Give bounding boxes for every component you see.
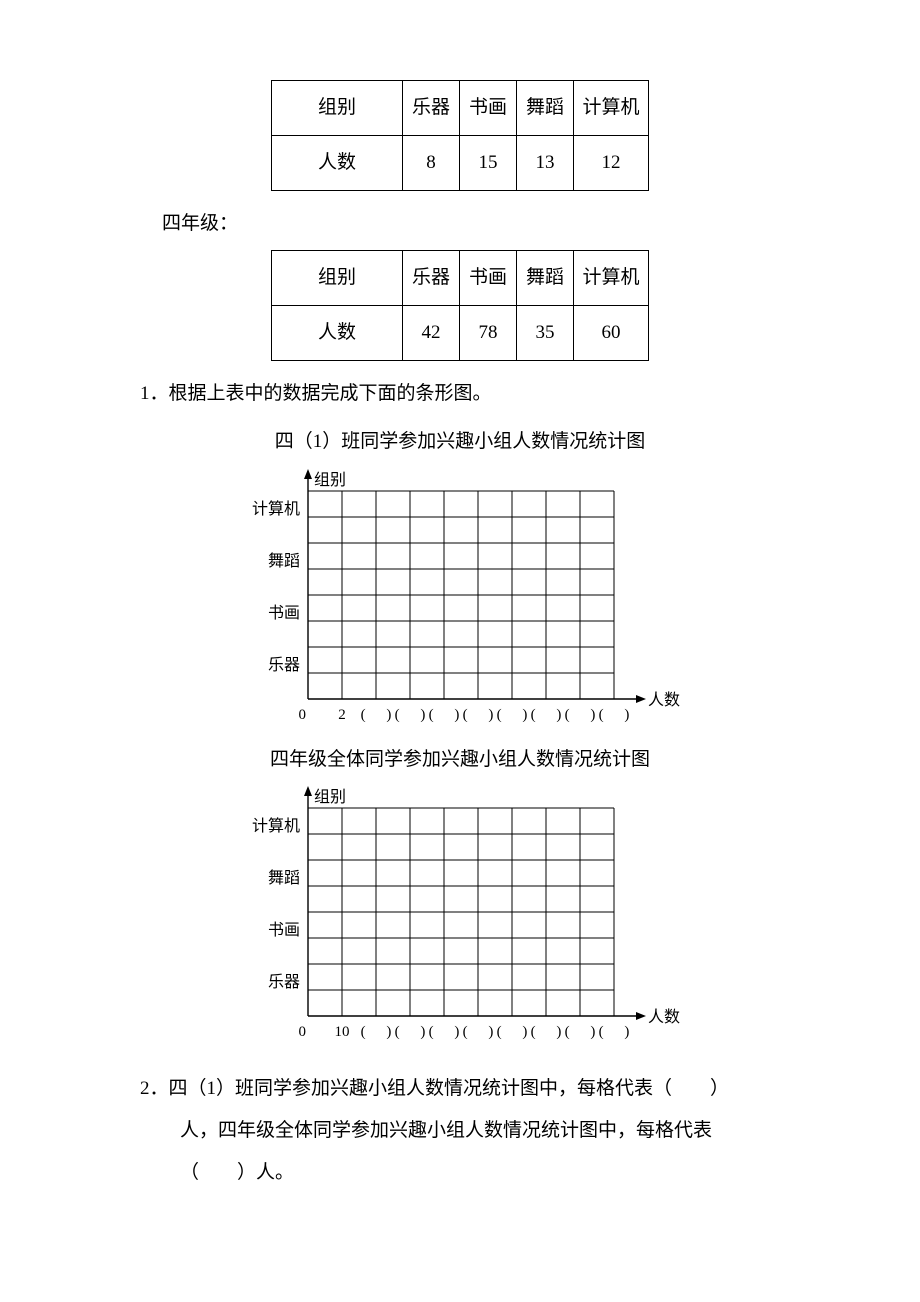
table-cell: 60 [574, 306, 649, 361]
svg-text:(: ( [361, 1024, 366, 1040]
svg-text:2: 2 [338, 707, 346, 723]
table-col-label: 组别 [272, 81, 403, 136]
svg-text:): ) [488, 1024, 493, 1040]
question-1-text: 1．根据上表中的数据完成下面的条形图。 [140, 373, 780, 415]
table-col-header: 舞蹈 [517, 81, 574, 136]
table-cell: 35 [517, 306, 574, 361]
q2-text: ）人。 [237, 1162, 294, 1183]
svg-text:): ) [420, 1024, 425, 1040]
table-col-header: 乐器 [403, 251, 460, 306]
svg-text:计算机: 计算机 [252, 816, 300, 835]
table-class41: 组别 乐器 书画 舞蹈 计算机 人数 8 15 13 12 [271, 80, 649, 191]
svg-text:): ) [420, 707, 425, 723]
chart2-title: 四年级全体同学参加兴趣小组人数情况统计图 [140, 739, 780, 781]
svg-text:(: ( [395, 707, 400, 723]
svg-text:(: ( [497, 707, 502, 723]
svg-text:(: ( [531, 707, 536, 723]
svg-text:(: ( [599, 707, 604, 723]
svg-text:): ) [624, 1024, 629, 1040]
svg-text:计算机: 计算机 [252, 499, 300, 518]
table-col-header: 乐器 [403, 81, 460, 136]
q2-blank [672, 1078, 710, 1099]
svg-text:舞蹈: 舞蹈 [268, 552, 300, 570]
table-col-header: 舞蹈 [517, 251, 574, 306]
svg-text:组别: 组别 [314, 788, 346, 806]
svg-text:(: ( [429, 1024, 434, 1040]
svg-text:): ) [590, 707, 595, 723]
svg-text:): ) [522, 707, 527, 723]
svg-text:(: ( [565, 1024, 570, 1040]
svg-text:(: ( [463, 707, 468, 723]
table-cell: 42 [403, 306, 460, 361]
table-col-header: 书画 [460, 251, 517, 306]
chart2-wrap: 组别人数计算机舞蹈书画乐器010()()()()()()()() [140, 782, 780, 1050]
svg-text:): ) [590, 1024, 595, 1040]
svg-text:0: 0 [299, 707, 307, 723]
svg-text:(: ( [463, 1024, 468, 1040]
chart1-wrap: 组别人数计算机舞蹈书画乐器02()()()()()()()() [140, 465, 780, 733]
table-cell: 78 [460, 306, 517, 361]
svg-text:): ) [386, 707, 391, 723]
table-cell: 12 [574, 135, 649, 190]
svg-text:): ) [454, 707, 459, 723]
svg-text:乐器: 乐器 [268, 973, 300, 991]
svg-text:书画: 书画 [268, 604, 300, 622]
svg-text:0: 0 [299, 1024, 307, 1040]
svg-text:): ) [624, 707, 629, 723]
svg-text:书画: 书画 [268, 921, 300, 939]
q2-text: （ [180, 1162, 199, 1183]
svg-text:(: ( [361, 707, 366, 723]
q2-text: 2．四（1）班同学参加兴趣小组人数情况统计图中，每格代表（ [140, 1078, 672, 1099]
table-cell: 15 [460, 135, 517, 190]
svg-text:10: 10 [335, 1024, 350, 1040]
q2-text: ） [710, 1078, 729, 1099]
svg-text:(: ( [429, 707, 434, 723]
q2-blank [199, 1162, 237, 1183]
svg-text:): ) [454, 1024, 459, 1040]
svg-text:): ) [556, 707, 561, 723]
q2-text: 人，四年级全体同学参加兴趣小组人数情况统计图中，每格代表 [180, 1120, 712, 1141]
svg-text:(: ( [395, 1024, 400, 1040]
chart1-svg: 组别人数计算机舞蹈书画乐器02()()()()()()()() [230, 465, 690, 733]
svg-text:): ) [522, 1024, 527, 1040]
question-2: 2．四（1）班同学参加兴趣小组人数情况统计图中，每格代表（ ） 人，四年级全体同… [140, 1068, 780, 1193]
table-col-header: 计算机 [574, 251, 649, 306]
svg-text:): ) [556, 1024, 561, 1040]
chart2-svg: 组别人数计算机舞蹈书画乐器010()()()()()()()() [230, 782, 690, 1050]
table-col-label: 组别 [272, 251, 403, 306]
svg-text:): ) [386, 1024, 391, 1040]
table-grade4: 组别 乐器 书画 舞蹈 计算机 人数 42 78 35 60 [271, 250, 649, 361]
svg-text:(: ( [497, 1024, 502, 1040]
table-col-header: 计算机 [574, 81, 649, 136]
table-cell: 8 [403, 135, 460, 190]
svg-text:(: ( [599, 1024, 604, 1040]
chart1-title: 四（1）班同学参加兴趣小组人数情况统计图 [140, 421, 780, 463]
svg-text:组别: 组别 [314, 471, 346, 489]
svg-text:人数: 人数 [648, 1008, 680, 1026]
grade4-caption: 四年级： [162, 203, 780, 245]
table-cell: 13 [517, 135, 574, 190]
svg-text:): ) [488, 707, 493, 723]
svg-text:(: ( [531, 1024, 536, 1040]
svg-text:(: ( [565, 707, 570, 723]
svg-text:舞蹈: 舞蹈 [268, 869, 300, 887]
svg-text:乐器: 乐器 [268, 656, 300, 674]
table-col-header: 书画 [460, 81, 517, 136]
svg-text:人数: 人数 [648, 691, 680, 709]
table-row-label: 人数 [272, 135, 403, 190]
table-row-label: 人数 [272, 306, 403, 361]
